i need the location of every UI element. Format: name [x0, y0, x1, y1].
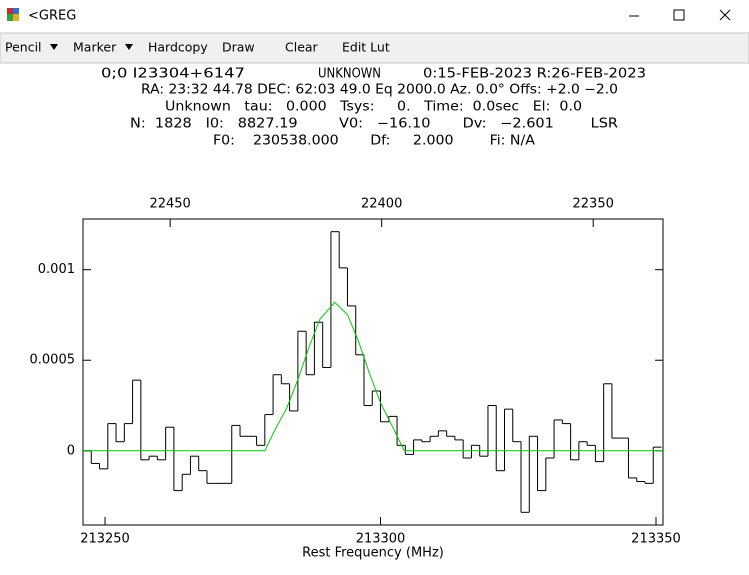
- y-tick-label: 0.0005: [30, 353, 76, 368]
- menu-item[interactable]: Hardcopy: [148, 40, 208, 55]
- close-button[interactable]: [719, 9, 731, 21]
- menu-bar: [0, 32, 749, 64]
- header: 0;0 I23304+6147 UNKNOWN 0:15-FEB-2023 R:26…: [101, 67, 646, 149]
- x-axis-label: Rest Frequency (MHz): [302, 546, 444, 561]
- header-text: 0:15-FEB-2023 R:26-FEB-2023: [423, 67, 646, 82]
- menu: Pencil Marker Hardcopy Draw Clear Edit Lut: [5, 40, 390, 55]
- header-text: F0: 230538.000 Df: 2.000 Fi: N/A: [213, 134, 535, 149]
- maximize-button[interactable]: [673, 9, 685, 21]
- menu-item[interactable]: Draw: [222, 40, 255, 55]
- menu-item[interactable]: Pencil: [5, 40, 42, 55]
- header-text: Unknown tau: 0.000 Tsys: 0. Time: 0.0sec…: [165, 100, 582, 115]
- plot-frame: [82, 218, 664, 526]
- x-tick-label: 213350: [631, 532, 681, 547]
- app-icon: [7, 8, 19, 21]
- header-text: N: 1828 I0: 8827.19 V0: −16.10 Dv: −2.60…: [130, 117, 618, 132]
- pencil-arrow[interactable]: [50, 44, 58, 50]
- header-text: RA: 23:32 44.78 DEC: 62:03 49.0 Eq 2000.…: [141, 83, 618, 98]
- plot: 213250 213300 213350 22450 22400 22350 0 0.0005…: [30, 197, 681, 561]
- x2-tick-label: 22350: [573, 197, 614, 212]
- header-text: UNKNOWN: [318, 67, 381, 82]
- y-tick-label: 0: [67, 443, 75, 458]
- fit-curve: [83, 301, 663, 452]
- x-tick-label: 213250: [80, 532, 130, 547]
- menu-item[interactable]: Edit Lut: [342, 40, 390, 55]
- y-tick-label: 0.001: [38, 262, 75, 277]
- menu-item[interactable]: Marker: [73, 40, 117, 55]
- x2-tick-label: 22450: [149, 197, 190, 212]
- header-text: 0;0 I23304+6147: [101, 67, 245, 82]
- menu-item[interactable]: Clear: [285, 40, 319, 55]
- window-title: <GREG: [28, 9, 76, 24]
- marker-arrow[interactable]: [125, 44, 133, 50]
- x2-tick-label: 22400: [361, 197, 402, 212]
- x-tick-label: 213300: [356, 532, 406, 547]
